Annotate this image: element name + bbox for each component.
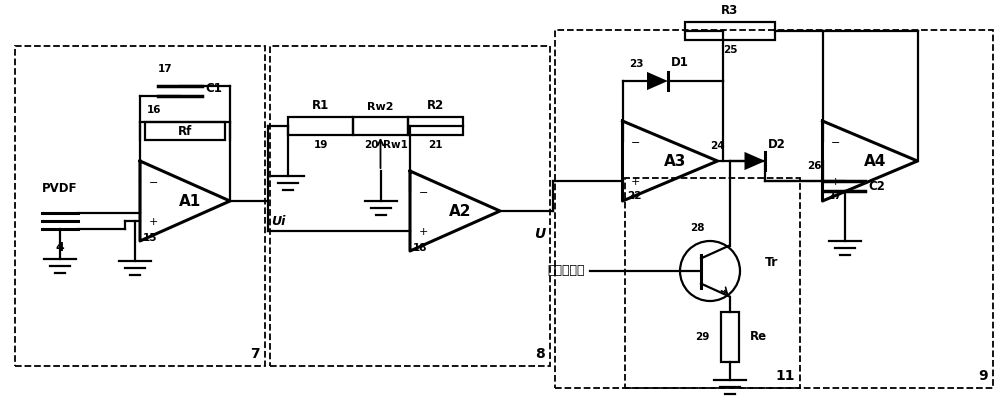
Text: Re: Re [750, 330, 767, 343]
Text: $-$: $-$ [148, 176, 158, 186]
Text: Rw1: Rw1 [383, 140, 407, 150]
Text: 22: 22 [628, 191, 642, 201]
Text: 25: 25 [723, 45, 737, 55]
Text: 23: 23 [630, 59, 644, 69]
Text: 27: 27 [828, 191, 842, 201]
Text: PVDF: PVDF [42, 182, 78, 195]
Bar [625, 178, 800, 388]
Text: C1: C1 [205, 82, 222, 95]
Text: 7: 7 [250, 347, 260, 361]
Bar [145, 122, 225, 140]
Text: 24: 24 [710, 141, 724, 151]
Text: A4: A4 [864, 154, 886, 169]
Text: Tr: Tr [765, 257, 778, 270]
Text: 26: 26 [808, 161, 822, 171]
Text: 9: 9 [978, 369, 988, 383]
Text: 18: 18 [413, 243, 428, 253]
Text: R3: R3 [721, 4, 739, 17]
Polygon shape [744, 152, 765, 170]
Text: 29: 29 [695, 331, 710, 341]
Text: 4: 4 [56, 241, 64, 254]
Text: $-$: $-$ [830, 136, 841, 146]
Bar [288, 117, 353, 135]
Bar [685, 22, 775, 40]
Text: A3: A3 [664, 154, 686, 169]
Bar [720, 312, 738, 362]
Bar [353, 117, 408, 135]
Text: 20: 20 [364, 140, 379, 150]
Text: $+$: $+$ [631, 175, 641, 187]
Text: $-$: $-$ [631, 136, 641, 146]
Text: C2: C2 [868, 179, 885, 192]
Text: D1: D1 [671, 56, 689, 69]
Text: 8: 8 [535, 347, 545, 361]
Text: D2: D2 [768, 138, 786, 151]
Text: U: U [534, 227, 545, 241]
Text: 19: 19 [313, 140, 328, 150]
Text: A1: A1 [179, 194, 201, 209]
Bar [555, 30, 993, 388]
Text: 21: 21 [428, 140, 443, 150]
Bar [15, 46, 265, 366]
Text: 复位控制端: 复位控制端 [548, 265, 585, 278]
Text: Rf: Rf [178, 124, 192, 137]
Text: $+$: $+$ [418, 225, 428, 236]
Text: Ui: Ui [271, 215, 285, 228]
Text: 11: 11 [776, 369, 795, 383]
Text: A2: A2 [449, 204, 471, 219]
Text: R2: R2 [427, 99, 444, 112]
Text: $-$: $-$ [418, 186, 428, 196]
Text: 28: 28 [690, 223, 705, 233]
Polygon shape [647, 72, 668, 90]
Text: 15: 15 [143, 233, 158, 243]
Text: $+$: $+$ [830, 175, 841, 187]
Text: 17: 17 [157, 64, 172, 74]
Bar [270, 46, 550, 366]
Text: Rw2: Rw2 [367, 102, 394, 112]
Text: 16: 16 [147, 105, 162, 115]
Bar [408, 117, 463, 135]
Text: R1: R1 [312, 99, 329, 112]
Text: $+$: $+$ [148, 215, 158, 227]
